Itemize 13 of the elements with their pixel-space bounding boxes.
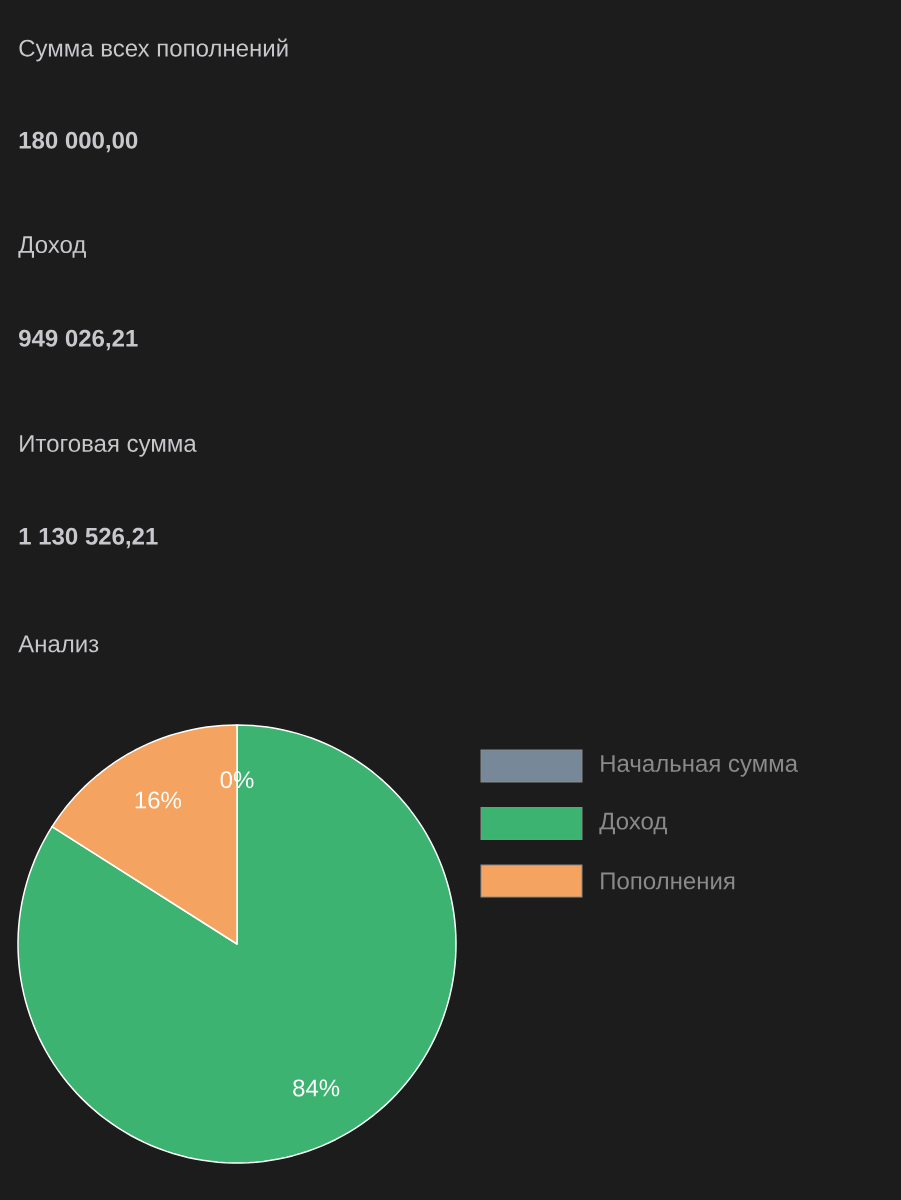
legend-label: Доход xyxy=(599,812,667,835)
chart-title: Анализ xyxy=(18,635,99,653)
data-label: 16% xyxy=(135,791,182,809)
text: 180 000,00 xyxy=(19,131,138,153)
text: 1 130 526,21 xyxy=(19,527,158,549)
legend-label: Пополнения xyxy=(601,872,735,890)
text: 949 026,21 xyxy=(19,329,138,351)
text: 0% xyxy=(220,771,254,789)
data-label: 84% xyxy=(293,1079,340,1097)
legend-label: Начальная сумма xyxy=(601,755,799,777)
text: Итоговая сумма xyxy=(20,435,197,457)
text: Сумма всех пополнений xyxy=(19,38,288,62)
text: Доход xyxy=(18,236,86,258)
